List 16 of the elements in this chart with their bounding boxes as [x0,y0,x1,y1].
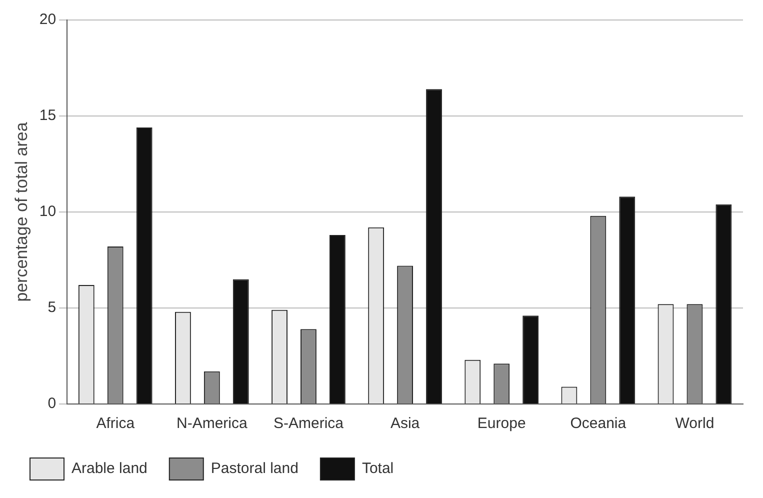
y-tick-label: 15 [39,107,56,124]
x-tick-label: Asia [390,415,420,432]
y-tick-label: 10 [39,203,56,220]
legend-label: Total [362,460,394,478]
x-tick-label: Oceania [570,415,627,432]
y-tick-label: 0 [48,395,56,412]
y-axis-title: percentage of total area [12,122,31,302]
x-tick-label: World [675,415,714,432]
y-tick-label: 20 [39,11,56,28]
legend-label: Pastoral land [210,460,298,478]
x-tick-label: Europe [477,415,526,432]
x-tick-label: S-America [273,415,344,432]
x-tick-label: Africa [96,415,136,432]
legend-label: Arable land [72,460,148,478]
x-tick-label: N-America [176,415,248,432]
y-tick-label: 5 [48,299,56,316]
